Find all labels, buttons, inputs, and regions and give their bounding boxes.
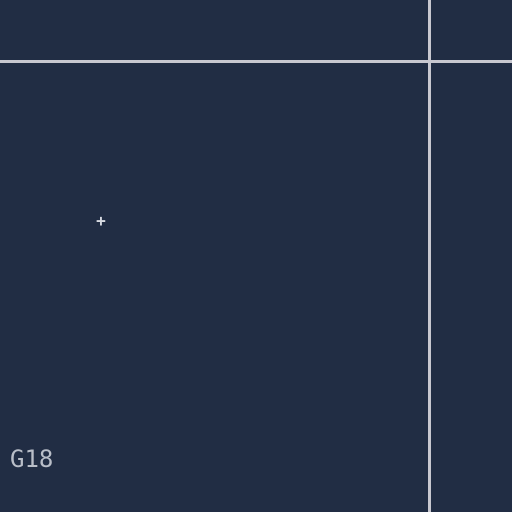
grid-cell-label: G18	[10, 445, 54, 473]
crosshair-icon: +	[96, 211, 106, 230]
grid-line-horizontal	[0, 60, 512, 63]
grid-line-vertical	[428, 0, 431, 512]
